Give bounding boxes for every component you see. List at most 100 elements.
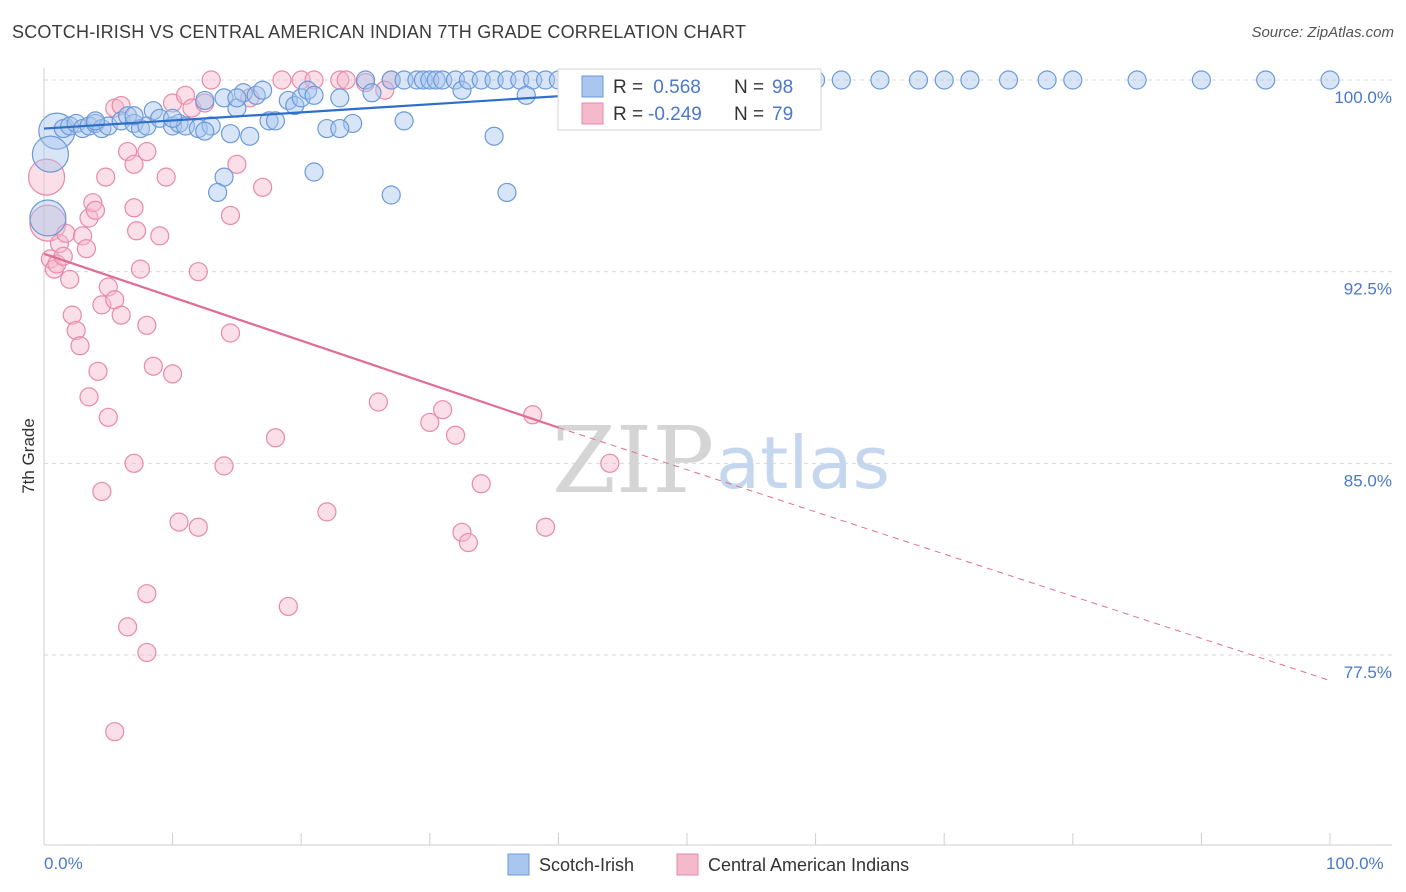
data-point [265, 111, 286, 131]
legend-r-label-2: R = [613, 104, 643, 125]
legend-r-label-1: R = [613, 77, 643, 98]
x-tick-right: 100.0% [1326, 854, 1384, 873]
central-american-indians-trend-line [43, 252, 559, 429]
bottom-legend-swatch-blue [507, 853, 530, 876]
data-point [195, 121, 215, 141]
data-point [49, 233, 70, 254]
data-point [195, 90, 215, 111]
data-point [92, 295, 112, 315]
data-point [79, 208, 99, 228]
data-point [85, 111, 106, 131]
bottom-legend-label-central-american-indians: Central American Indians [708, 855, 909, 875]
data-point [169, 512, 189, 532]
data-point [130, 259, 151, 279]
data-point [137, 642, 157, 663]
data-point [163, 108, 183, 128]
data-point [60, 269, 80, 289]
data-point [83, 193, 103, 213]
legend-r-value-2: -0.249 [648, 104, 702, 125]
data-point [98, 407, 118, 427]
data-point [227, 154, 247, 174]
data-point [88, 361, 108, 381]
data-point [143, 101, 163, 121]
data-point [27, 158, 66, 196]
data-point [163, 364, 183, 384]
data-point [220, 124, 241, 144]
data-point [79, 387, 99, 407]
data-point [66, 320, 86, 341]
data-point [117, 106, 138, 126]
y-axis-label: 7th Grade [19, 418, 38, 494]
data-point [426, 70, 446, 90]
data-point [85, 200, 106, 220]
data-point [143, 356, 163, 376]
data-point [1127, 70, 1147, 90]
data-point [72, 226, 93, 246]
chart-title: SCOTCH-IRISH VS CENTRAL AMERICAN INDIAN … [12, 22, 747, 42]
data-point [285, 95, 305, 116]
data-point [1191, 70, 1212, 90]
data-point [336, 70, 356, 90]
data-point [70, 336, 90, 356]
data-point [1037, 70, 1057, 90]
data-point [330, 118, 350, 139]
data-point [535, 517, 556, 537]
data-point [38, 112, 76, 150]
data-point [452, 80, 472, 100]
bottom-legend-label-scotch-irish: Scotch-Irish [539, 855, 634, 875]
data-point [458, 532, 478, 553]
central-american-indians-points [27, 70, 620, 742]
legend-swatch-pink [581, 102, 604, 125]
data-point [117, 617, 138, 637]
data-point [381, 185, 401, 205]
data-point [29, 199, 67, 237]
watermark: ZIP atlas [552, 407, 890, 514]
data-point [278, 596, 298, 617]
central-american-indians-trend-extension [558, 427, 1331, 682]
data-point [150, 226, 170, 246]
legend-r-value-1: 0.568 [648, 77, 701, 98]
chart-source: Source: ZipAtlas.com [1251, 24, 1394, 41]
data-point [253, 177, 273, 197]
data-point [330, 88, 350, 108]
data-point [433, 400, 453, 420]
data-point [1320, 70, 1340, 90]
data-point [870, 70, 890, 90]
data-point [394, 111, 414, 131]
data-point [259, 111, 279, 131]
legend-swatch-blue [581, 75, 604, 98]
data-point [452, 522, 472, 542]
data-point [304, 162, 324, 182]
watermark-zip: ZIP [552, 407, 714, 514]
data-point [124, 154, 144, 174]
x-tick-left: 0.0% [44, 854, 83, 873]
y-tick-labels: 100.0% 92.5% 85.0% 77.5% [1334, 88, 1392, 682]
data-point [105, 722, 125, 742]
data-point [31, 135, 70, 173]
data-point [484, 126, 504, 146]
data-point [188, 517, 208, 537]
y-tick-label: 92.5% [1344, 280, 1392, 299]
data-point [137, 141, 157, 162]
legend-n-value-1: 98 [772, 77, 793, 98]
data-point [62, 305, 82, 325]
axes [43, 68, 1392, 846]
y-tick-label: 85.0% [1344, 471, 1392, 490]
data-point [304, 70, 324, 90]
legend: R = 0.568 N = 98 R = -0.249 N = 79 [557, 68, 822, 131]
data-point [343, 113, 363, 134]
data-point [362, 83, 382, 103]
y-tick-label: 77.5% [1344, 663, 1392, 682]
bottom-legend-swatch-pink [676, 853, 699, 876]
data-point [126, 221, 147, 241]
data-point [471, 474, 491, 494]
data-point [208, 182, 228, 203]
data-point [227, 88, 247, 108]
data-point [368, 392, 388, 412]
data-point [298, 80, 318, 100]
data-point [111, 305, 131, 325]
data-point [96, 167, 116, 187]
scotch-irish-points [29, 70, 1340, 237]
data-point [92, 481, 112, 502]
